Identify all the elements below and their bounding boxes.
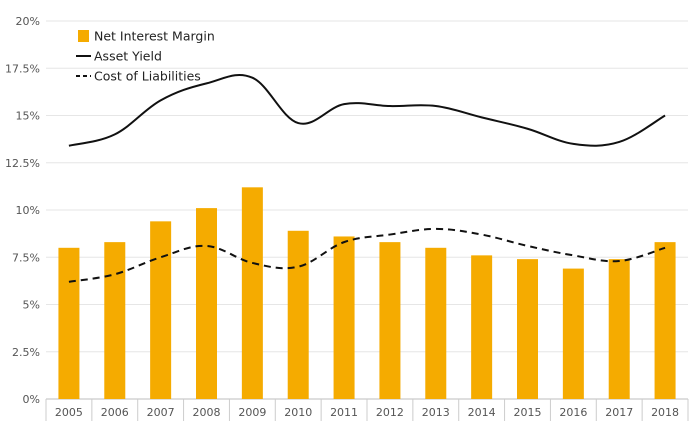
y-tick-label: 20% — [16, 15, 40, 28]
bar-net-interest-margin — [333, 236, 355, 399]
bar-net-interest-margin — [287, 230, 309, 399]
x-tick-label: 2009 — [238, 406, 266, 419]
bar-net-interest-margin — [104, 242, 126, 399]
bar-series — [58, 187, 676, 399]
x-tick-label: 2018 — [651, 406, 679, 419]
x-tick-label: 2010 — [284, 406, 312, 419]
x-axis: 2005 2006 2007 2008 2009 2010 2011 2012 2013 2014… — [45, 399, 689, 421]
y-tick-label: 12.5% — [5, 157, 40, 170]
y-tick-label: 17.5% — [5, 62, 40, 75]
legend-label: Asset Yield — [94, 49, 162, 64]
y-tick-label: 10% — [16, 204, 40, 217]
y-tick-label: 5% — [23, 299, 40, 312]
legend-label: Net Interest Margin — [94, 29, 215, 44]
x-tick-label: 2014 — [468, 406, 496, 419]
x-tick-label: 2013 — [422, 406, 450, 419]
bar-net-interest-margin — [150, 221, 172, 399]
y-axis: 0% 2.5% 5% 7.5% 10% 12.5% 15% 17.5% 20% — [5, 15, 40, 406]
bar-net-interest-margin — [379, 242, 401, 399]
x-tick-label: 2011 — [330, 406, 358, 419]
bar-net-interest-margin — [471, 255, 493, 399]
line-cost-of-liabilities — [68, 227, 666, 283]
x-tick-label: 2005 — [55, 406, 83, 419]
y-tick-label: 15% — [16, 110, 40, 123]
bar-net-interest-margin — [425, 247, 447, 399]
line-asset-yield — [68, 73, 666, 147]
legend: Net Interest Margin Asset Yield Cost of Li… — [76, 29, 215, 84]
bar-net-interest-margin — [517, 259, 538, 399]
x-tick-label: 2012 — [376, 406, 404, 419]
legend-label: Cost of Liabilities — [94, 69, 201, 84]
y-tick-label: 2.5% — [12, 346, 40, 359]
x-tick-label: 2007 — [147, 406, 175, 419]
x-tick-label: 2008 — [193, 406, 221, 419]
x-tick-label: 2016 — [559, 406, 587, 419]
line-series — [68, 73, 666, 283]
bar-net-interest-margin — [196, 208, 217, 399]
x-tick-label: 2017 — [605, 406, 633, 419]
y-tick-label: 7.5% — [12, 251, 40, 264]
y-tick-label: 0% — [23, 393, 40, 406]
bar-net-interest-margin — [58, 247, 80, 399]
x-tick-label: 2015 — [514, 406, 542, 419]
bar-net-interest-margin — [654, 242, 676, 399]
legend-swatch-bar — [78, 30, 89, 42]
bar-net-interest-margin — [241, 187, 263, 399]
x-tick-label: 2006 — [101, 406, 129, 419]
bar-net-interest-margin — [608, 259, 630, 399]
bar-net-interest-margin — [562, 268, 584, 399]
